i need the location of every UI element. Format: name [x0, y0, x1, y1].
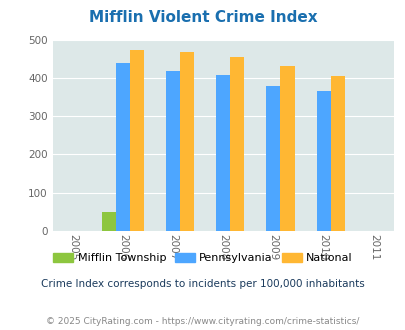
Bar: [330, 76, 344, 231]
Bar: [166, 71, 180, 231]
Bar: [102, 212, 116, 231]
Bar: [266, 85, 280, 231]
Bar: [180, 52, 194, 231]
Bar: [316, 91, 330, 231]
Text: Crime Index corresponds to incidents per 100,000 inhabitants: Crime Index corresponds to incidents per…: [41, 279, 364, 289]
Bar: [116, 63, 130, 231]
Text: © 2025 CityRating.com - https://www.cityrating.com/crime-statistics/: © 2025 CityRating.com - https://www.city…: [46, 317, 359, 326]
Bar: [130, 50, 144, 231]
Legend: Mifflin Township, Pennsylvania, National: Mifflin Township, Pennsylvania, National: [49, 248, 356, 267]
Text: Mifflin Violent Crime Index: Mifflin Violent Crime Index: [88, 10, 317, 25]
Bar: [216, 75, 230, 231]
Bar: [230, 57, 244, 231]
Bar: [280, 66, 294, 231]
